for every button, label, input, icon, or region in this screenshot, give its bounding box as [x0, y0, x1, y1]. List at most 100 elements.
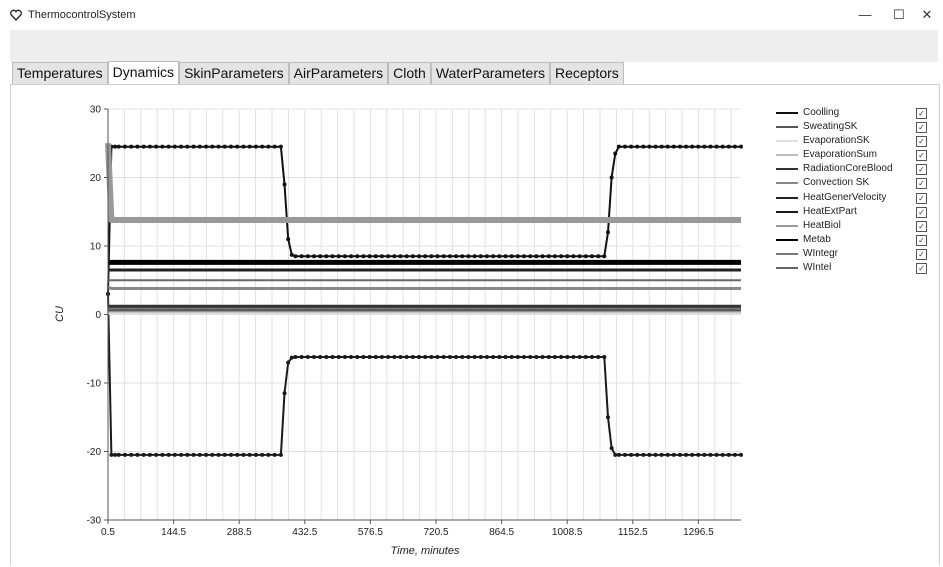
legend-item-coolling[interactable]: Coolling ✓ — [776, 106, 928, 120]
data-point — [282, 391, 287, 396]
data-point — [641, 452, 646, 457]
tab-skin-parameters[interactable]: SkinParameters — [179, 62, 289, 84]
data-point — [404, 254, 409, 259]
legend-item-convection-sk[interactable]: Convection SK ✓ — [776, 176, 928, 190]
legend-item-heatgenervelocity[interactable]: HeatGenerVelocity ✓ — [776, 191, 928, 205]
data-point — [429, 254, 434, 259]
data-point — [318, 354, 323, 359]
tab-water-parameters[interactable]: WaterParameters — [430, 62, 550, 84]
legend-item-sweatingsk[interactable]: SweatingSK ✓ — [776, 120, 928, 134]
data-point — [708, 452, 713, 457]
maximize-button[interactable]: ☐ — [893, 7, 905, 22]
checkbox-evaporationsum[interactable]: ✓ — [916, 150, 927, 162]
checkbox-heatbiol[interactable]: ✓ — [916, 220, 927, 232]
data-point — [367, 354, 372, 359]
data-point — [708, 144, 713, 149]
checkbox-wintegr[interactable]: ✓ — [916, 248, 927, 260]
close-button[interactable]: ✕ — [921, 7, 933, 22]
data-point — [122, 452, 127, 457]
data-point — [429, 354, 434, 359]
checkbox-heatgenervelocity[interactable]: ✓ — [916, 192, 927, 204]
data-point — [720, 144, 725, 149]
data-point — [546, 354, 551, 359]
data-point — [410, 354, 415, 359]
checkbox-sweatingsk[interactable]: ✓ — [916, 122, 927, 134]
data-point — [616, 144, 621, 149]
data-point — [441, 254, 446, 259]
legend-item-evaporationsk[interactable]: EvaporationSK ✓ — [776, 134, 928, 148]
checkbox-radiationcoreblood[interactable]: ✓ — [916, 164, 927, 176]
y-tick-label: 20 — [90, 173, 102, 184]
legend-label: HeatGenerVelocity — [803, 191, 887, 203]
data-point — [472, 254, 477, 259]
data-point — [460, 354, 465, 359]
tab-air-parameters[interactable]: AirParameters — [288, 62, 389, 84]
tab-cloth[interactable]: Cloth — [388, 62, 431, 84]
data-point — [367, 254, 372, 259]
data-point — [191, 452, 196, 457]
data-point — [129, 144, 134, 149]
legend-item-heatextpart[interactable]: HeatExtPart ✓ — [776, 205, 928, 219]
tab-dynamics[interactable]: Dynamics — [107, 61, 180, 84]
title-bar: ThermocontrolSystem — ☐ ✕ — [0, 0, 943, 30]
data-point — [690, 452, 695, 457]
data-point — [410, 254, 415, 259]
data-point — [361, 354, 366, 359]
data-point — [109, 452, 114, 457]
data-point — [305, 354, 310, 359]
data-point — [210, 452, 215, 457]
data-point — [696, 144, 701, 149]
data-point — [616, 452, 621, 457]
legend-label: Coolling — [803, 107, 840, 118]
legend-item-radiationcoreblood[interactable]: RadiationCoreBlood ✓ — [776, 162, 928, 176]
data-point — [235, 452, 240, 457]
tab-receptors[interactable]: Receptors — [550, 62, 624, 84]
data-point — [534, 254, 539, 259]
checkbox-convection-sk[interactable]: ✓ — [916, 178, 927, 190]
window-title: ThermocontrolSystem — [28, 9, 136, 21]
tab-temperatures[interactable]: Temperatures — [12, 62, 108, 84]
data-point — [204, 452, 209, 457]
data-point — [361, 254, 366, 259]
data-point — [671, 144, 676, 149]
legend-item-heatbiol[interactable]: HeatBiol ✓ — [776, 219, 928, 233]
checkbox-heatextpart[interactable]: ✓ — [916, 206, 927, 218]
legend-item-metab[interactable]: Metab ✓ — [776, 233, 928, 247]
legend-label: SweatingSK — [803, 121, 858, 133]
chart-legend: Coolling ✓ SweatingSK ✓ EvaporationSK ✓ … — [776, 106, 928, 275]
data-point — [454, 354, 459, 359]
checkbox-wintel[interactable]: ✓ — [916, 263, 927, 275]
data-point — [417, 354, 422, 359]
data-point — [447, 254, 452, 259]
y-tick-label: 10 — [90, 242, 102, 253]
data-point — [466, 354, 471, 359]
data-point — [684, 144, 689, 149]
legend-item-wintegr[interactable]: WIntegr ✓ — [776, 247, 928, 261]
data-point — [653, 144, 658, 149]
data-point — [355, 354, 360, 359]
y-tick-label: 30 — [90, 105, 102, 116]
data-point — [435, 354, 440, 359]
data-point — [583, 254, 588, 259]
data-point — [349, 354, 354, 359]
x-tick-label: 144.5 — [161, 527, 186, 538]
data-point — [293, 254, 298, 259]
checkbox-coolling[interactable]: ✓ — [916, 108, 927, 119]
data-point — [739, 144, 743, 149]
data-point — [222, 144, 227, 149]
data-point — [684, 452, 689, 457]
legend-swatch — [776, 196, 798, 199]
data-point — [714, 452, 719, 457]
data-point — [122, 144, 127, 149]
legend-item-evaporationsum[interactable]: EvaporationSum ✓ — [776, 148, 928, 162]
data-point — [147, 144, 152, 149]
checkbox-evaporationsk[interactable]: ✓ — [916, 136, 927, 148]
data-point — [241, 452, 246, 457]
minimize-button[interactable]: — — [858, 7, 872, 22]
checkbox-metab[interactable]: ✓ — [916, 234, 927, 246]
data-point — [349, 254, 354, 259]
data-point — [392, 354, 397, 359]
legend-item-wintel[interactable]: WIntel ✓ — [776, 261, 928, 275]
data-point — [534, 354, 539, 359]
y-tick-label: -20 — [87, 447, 102, 458]
